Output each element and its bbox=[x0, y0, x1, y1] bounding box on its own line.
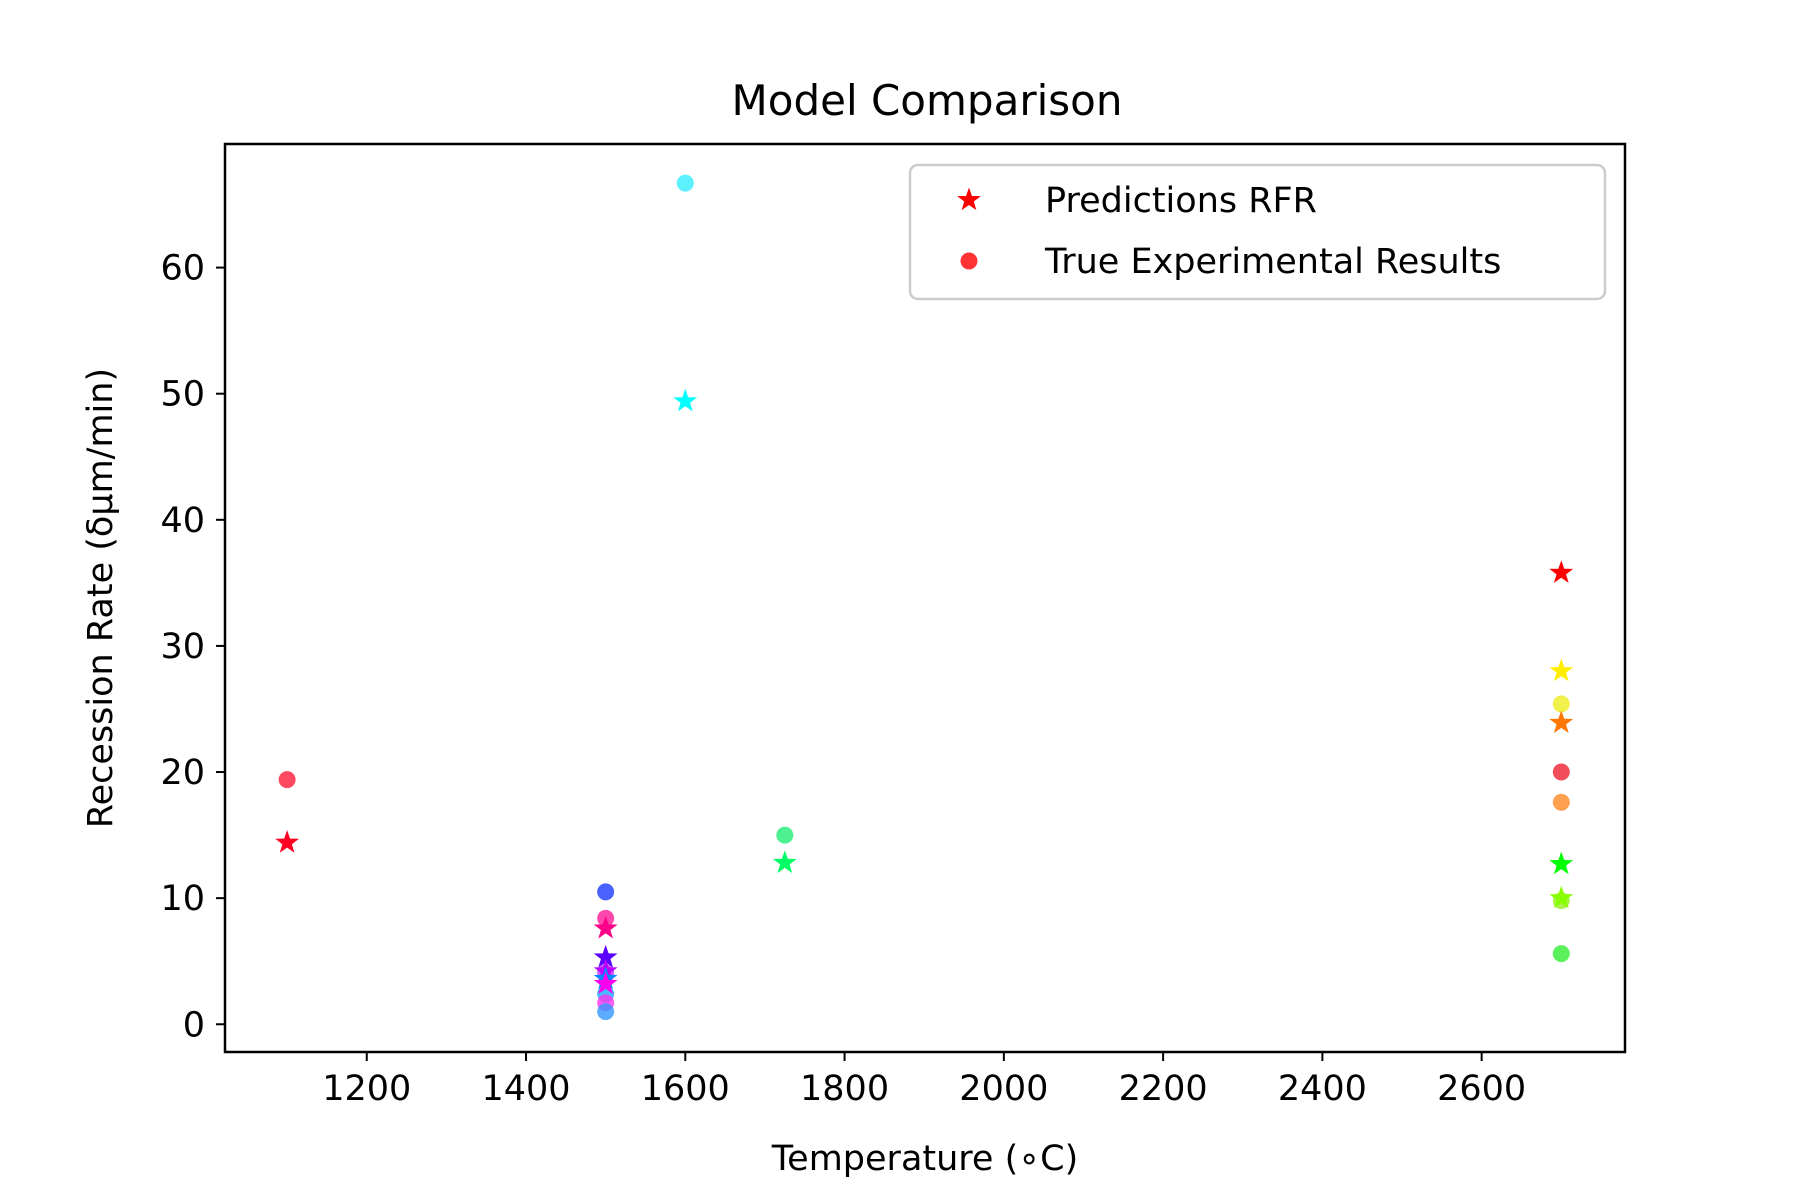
true-result-point bbox=[1552, 945, 1570, 963]
prediction-point bbox=[1549, 851, 1574, 875]
prediction-point bbox=[593, 944, 618, 968]
chart-title: Model Comparison bbox=[732, 76, 1123, 125]
data-markers bbox=[275, 174, 1574, 1021]
true-result-point bbox=[776, 826, 794, 844]
prediction-point bbox=[593, 971, 618, 995]
x-tick-label: 1200 bbox=[322, 1069, 411, 1109]
x-tick-label: 2600 bbox=[1437, 1069, 1526, 1109]
legend-label: True Experimental Results bbox=[1044, 242, 1501, 282]
y-tick-label: 0 bbox=[183, 1005, 205, 1045]
y-tick-label: 30 bbox=[160, 627, 205, 667]
prediction-point bbox=[1549, 885, 1574, 909]
legend-label: Predictions RFR bbox=[1045, 181, 1317, 221]
x-tick-label: 2200 bbox=[1119, 1069, 1208, 1109]
x-tick-label: 2000 bbox=[959, 1069, 1048, 1109]
y-tick-label: 20 bbox=[160, 753, 205, 793]
true-result-point bbox=[597, 1003, 615, 1021]
prediction-point bbox=[1549, 710, 1574, 733]
x-tick-label: 1800 bbox=[800, 1069, 889, 1109]
legend-box bbox=[908, 163, 1607, 301]
true-result-point bbox=[1552, 763, 1570, 781]
x-tick-label: 1400 bbox=[481, 1069, 570, 1109]
true-result-point bbox=[1552, 695, 1570, 713]
y-tick-label: 40 bbox=[160, 501, 205, 541]
x-axis-label: Temperature (∘C) bbox=[771, 1139, 1079, 1179]
prediction-point bbox=[772, 850, 797, 873]
x-tick-label: 2400 bbox=[1278, 1069, 1367, 1109]
y-tick-label: 10 bbox=[160, 879, 205, 919]
y-tick-label: 50 bbox=[160, 375, 205, 415]
true-result-point bbox=[1552, 793, 1570, 811]
legend-circle-icon bbox=[960, 252, 978, 270]
true-result-point bbox=[597, 883, 615, 901]
prediction-point bbox=[275, 830, 299, 853]
prediction-point bbox=[1549, 560, 1574, 583]
true-result-point bbox=[676, 174, 694, 192]
prediction-point bbox=[593, 915, 618, 939]
prediction-point bbox=[673, 388, 698, 412]
legend-star-icon bbox=[957, 187, 981, 211]
legend: Predictions RFR True Experimental Results bbox=[908, 163, 1607, 301]
x-axis: 1200 1400 1600 1800 2000 2200 2400 2600 bbox=[322, 1052, 1526, 1109]
y-tick-label: 60 bbox=[160, 249, 205, 289]
true-result-point bbox=[278, 771, 296, 789]
x-tick-label: 1600 bbox=[641, 1069, 730, 1109]
prediction-point bbox=[1549, 658, 1574, 682]
y-axis-label: Recession Rate (δμm/min) bbox=[81, 368, 121, 828]
y-axis: 0 10 20 30 40 50 60 bbox=[160, 249, 225, 1045]
